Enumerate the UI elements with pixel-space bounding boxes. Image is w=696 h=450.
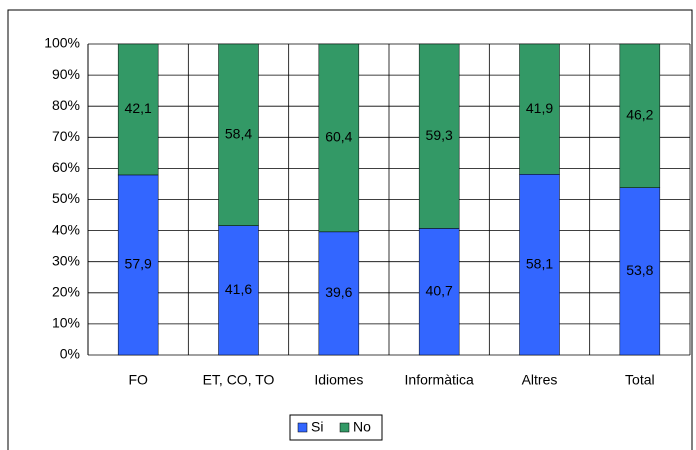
bar-segment [218,225,259,356]
bar-segment [318,43,360,233]
y-tick-label: 40% [52,221,80,237]
data-label: 59,3 [426,127,453,143]
data-label: 46,2 [626,107,653,123]
data-label: 41,6 [225,281,252,297]
y-tick-label: 70% [52,128,80,144]
x-tick-label: Informàtica [405,372,474,388]
legend-label: No [353,419,371,435]
data-label: 57,9 [125,256,152,272]
bar-segment [318,231,360,356]
y-tick-label: 90% [52,66,80,82]
y-tick-label: 50% [52,190,80,206]
x-tick-label: Altres [522,372,558,388]
x-tick-label: Idiomes [314,372,363,388]
x-tick-label: ET, CO, TO [203,372,275,388]
x-tick-label: FO [128,372,148,388]
data-label: 53,8 [626,262,653,278]
data-label: 60,4 [325,129,352,145]
bar-segment [418,43,460,229]
data-label: 40,7 [426,282,453,298]
bar-segment [117,43,159,176]
data-label: 41,9 [526,100,553,116]
data-label: 58,4 [225,126,252,142]
y-tick-label: 20% [52,284,80,300]
legend-label: Si [311,419,323,435]
data-label: 39,6 [325,284,352,300]
y-tick-label: 80% [52,97,80,113]
y-tick-label: 0% [60,346,80,362]
bar-segment [619,187,661,356]
y-tick-label: 60% [52,159,80,175]
legend-swatch [297,422,308,433]
legend-swatch [339,422,350,433]
bar-segment [619,43,661,188]
bar-segment [519,174,560,356]
bar-segment [519,43,560,175]
data-label: 42,1 [125,100,152,116]
data-label: 58,1 [526,255,553,271]
bar-segment [418,228,460,356]
bar-segment [218,43,259,226]
x-tick-label: Total [625,372,655,388]
y-tick-label: 30% [52,252,80,268]
y-tick-label: 10% [52,315,80,331]
bar-segment [117,174,159,356]
y-tick-label: 100% [44,35,80,51]
